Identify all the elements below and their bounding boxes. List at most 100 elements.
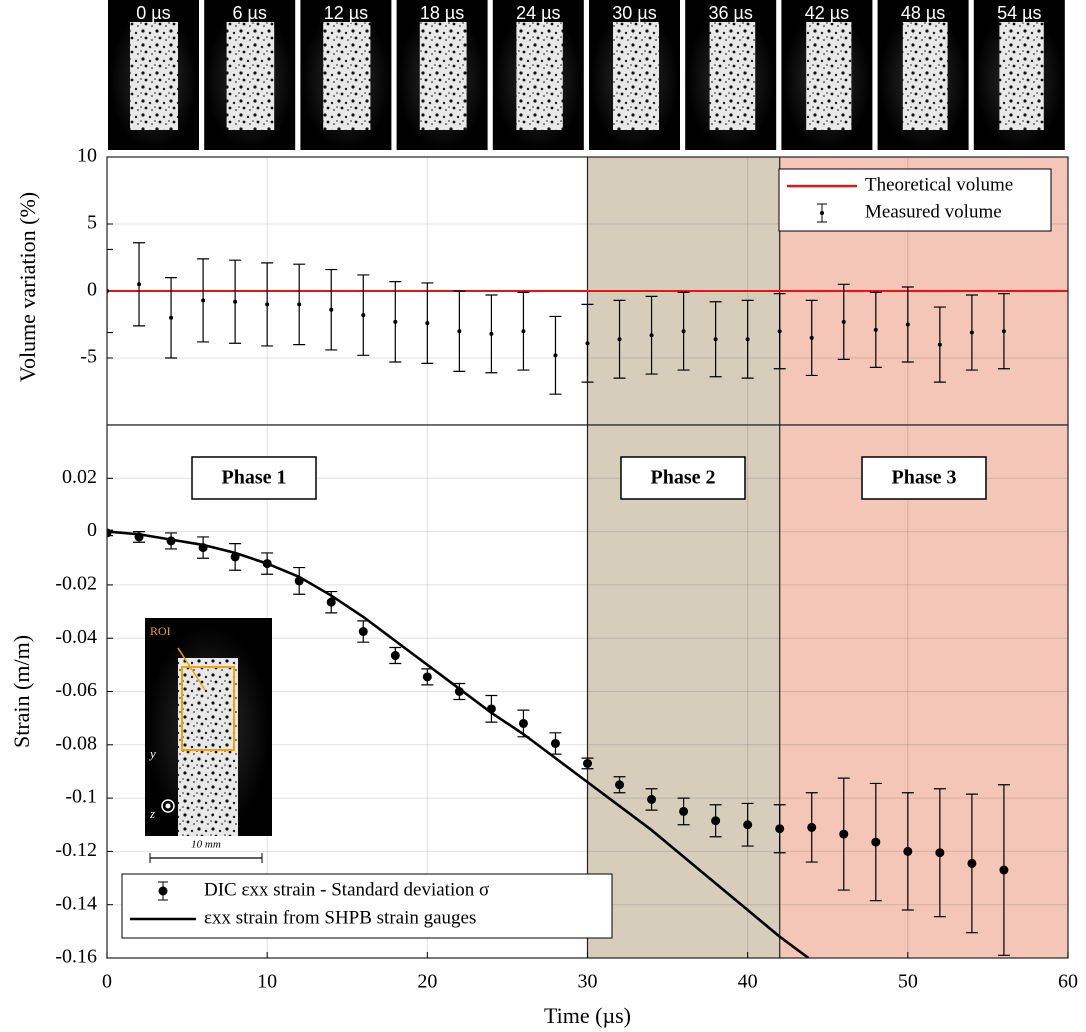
inset-label: 10 mm [191,839,221,851]
chart-layer: 0 µs 6 µs 12 µs 18 µs 24 µs 30 µs 36 µs 42 µs 48… [9,0,1078,1028]
data-point [583,758,592,768]
y-tick-label: 0.02 [62,466,97,488]
x-tick-label: 50 [898,971,918,993]
data-point [137,282,142,287]
phase-label-box [191,456,317,500]
data-point [358,627,368,637]
frame-label: 30 µs [612,3,656,23]
y-tick-label: -0.12 [55,839,97,861]
data-point [550,738,560,748]
frame-label: 36 µs [708,3,752,23]
data-point [393,319,398,324]
data-point [457,329,462,334]
data-point [201,298,206,303]
data-point [935,848,945,858]
data-point [521,329,526,334]
data-point [937,342,942,347]
y-tick-label: 10 [77,145,97,167]
error-bar [107,529,113,537]
y-tick-label: -5 [80,346,97,368]
data-point [489,331,494,336]
y-tick-label: -0.04 [55,626,97,648]
data-point [713,337,718,342]
y-tick-label: -0.16 [55,946,97,968]
data-point [425,321,430,326]
y-axis-label: Strain (m/m) [9,635,34,748]
legend-label: Measured volume [865,201,1002,222]
frame-label: 24 µs [516,3,560,23]
y-tick-label: -0.08 [55,732,97,754]
inset-label: y [148,746,156,761]
data-point [647,794,657,804]
series-group [107,242,1068,395]
legend-box [778,168,1052,232]
data-point [743,820,753,830]
data-point [617,337,622,342]
data-point [681,329,686,334]
data-point [518,718,528,728]
frame-specimen [709,22,756,130]
data-point [390,651,400,661]
legend-label: εxx strain from SHPB strain gauges [204,907,476,928]
data-point [809,335,814,340]
frame-specimen [226,22,275,130]
x-tick-label: 0 [102,971,112,993]
y-axis-label: Volume variation (%) [15,192,40,382]
y-tick-label: 5 [87,212,97,234]
phase-label-box [620,456,746,500]
inset-symbol [161,799,175,813]
y-tick-label: -0.14 [55,892,97,914]
frame-specimen [806,22,852,130]
frame-specimen [419,22,467,130]
frame-specimen [613,22,659,130]
roi-box [181,666,235,751]
data-point [265,302,270,307]
frame-label: 54 µs [997,3,1041,23]
frame-label: 42 µs [805,3,849,23]
inset-label: ROI [150,624,171,638]
phase-region [779,425,1068,958]
frame-specimen [902,22,948,130]
x-tick-label: 60 [1058,971,1078,993]
data-point [297,302,302,307]
frame-label: 12 µs [324,3,368,23]
data-point [326,597,336,607]
frame-specimen [130,22,178,130]
y-tick-label: 0 [87,279,97,301]
phase-label-box [861,456,987,500]
phase-label: Phase 1 [222,467,287,489]
phase-label: Phase 3 [892,467,957,489]
inset-symbol [165,803,171,809]
legend-box [121,873,613,939]
data-point [775,824,785,834]
data-point [873,327,878,332]
legend-swatch [820,211,824,215]
data-line [107,530,810,958]
data-point [903,846,913,856]
data-point [871,837,881,847]
data-point [807,822,817,832]
data-point [169,315,174,320]
phase-label: Phase 2 [651,467,716,489]
data-point [841,319,846,324]
roi-pointer [177,647,206,691]
data-point [777,329,782,334]
legend-label: DIC εxx strain - Standard deviation σ [204,879,489,900]
y-tick-label: -0.1 [65,786,97,808]
x-tick-label: 20 [417,971,437,993]
data-point [553,353,558,358]
inset-specimen [178,658,238,836]
phase-region [587,425,780,958]
data-point [967,858,977,868]
data-point [233,299,238,304]
data-point [422,672,432,682]
series-group [107,528,1010,958]
data-point [1001,329,1006,334]
data-point [585,341,590,346]
error-bar [107,248,113,334]
x-tick-label: 30 [578,971,598,993]
data-point [711,816,721,826]
legend-label: Theoretical volume [865,174,1013,195]
data-point [999,865,1009,875]
